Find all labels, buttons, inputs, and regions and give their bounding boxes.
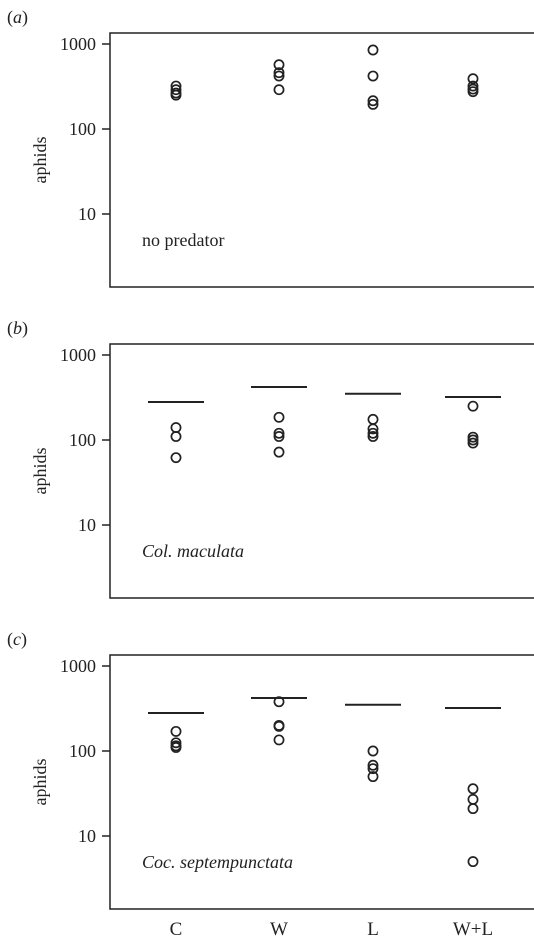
panel-label: (c) bbox=[7, 629, 27, 650]
data-point-W+L bbox=[467, 793, 479, 805]
y-tick-label: 10 bbox=[78, 204, 96, 224]
data-point-W bbox=[273, 431, 285, 442]
data-point-W bbox=[273, 696, 285, 708]
data-point-W+L bbox=[467, 73, 479, 85]
x-tick-label: W bbox=[270, 919, 288, 940]
data-point-W+L bbox=[467, 437, 479, 449]
data-point-C bbox=[170, 422, 182, 434]
x-tick-label: C bbox=[170, 919, 183, 940]
plot-frame bbox=[109, 654, 534, 910]
data-point-W+L bbox=[467, 86, 479, 98]
data-point-L bbox=[367, 431, 379, 442]
data-point-C bbox=[170, 89, 182, 101]
panel-label: (b) bbox=[7, 318, 28, 339]
data-point-L bbox=[367, 759, 379, 771]
panel-annotation: Coc. septempunctata bbox=[142, 852, 293, 872]
y-tick-label: 10 bbox=[78, 826, 96, 846]
data-point-L bbox=[367, 44, 379, 56]
y-tick-label: 10 bbox=[78, 515, 96, 535]
x-tick-label: W+L bbox=[453, 919, 493, 940]
data-point-C bbox=[170, 742, 182, 753]
data-point-W bbox=[273, 84, 285, 96]
data-point-W bbox=[273, 446, 285, 458]
data-point-C bbox=[170, 452, 182, 464]
data-point-L bbox=[367, 427, 379, 439]
data-point-W bbox=[273, 427, 285, 439]
data-point-L bbox=[367, 413, 379, 425]
data-point-L bbox=[367, 98, 379, 110]
panel-label: (a) bbox=[7, 7, 28, 28]
data-point-W bbox=[273, 411, 285, 423]
data-point-L bbox=[367, 771, 379, 783]
data-point-C bbox=[170, 737, 182, 749]
data-point-W bbox=[273, 59, 285, 71]
data-point-W+L bbox=[467, 856, 479, 868]
y-axis-label: aphids bbox=[30, 759, 50, 806]
y-tick-label: 100 bbox=[69, 430, 96, 450]
data-point-L bbox=[367, 763, 379, 775]
data-point-W+L bbox=[467, 80, 479, 92]
plot-frame bbox=[109, 343, 534, 599]
y-tick-label: 1000 bbox=[60, 656, 96, 676]
panel-annotation: no predator bbox=[142, 230, 224, 250]
data-point-W+L bbox=[467, 400, 479, 412]
data-point-W bbox=[273, 70, 285, 82]
data-point-W bbox=[273, 734, 285, 746]
y-tick-label: 1000 bbox=[60, 34, 96, 54]
plot-frame bbox=[109, 32, 534, 288]
data-point-W bbox=[273, 720, 285, 732]
data-point-W bbox=[273, 67, 285, 79]
y-axis-label: aphids bbox=[30, 137, 50, 184]
y-tick-label: 100 bbox=[69, 741, 96, 761]
panel-annotation: Col. maculata bbox=[142, 541, 244, 561]
data-point-W+L bbox=[467, 803, 479, 815]
data-point-W+L bbox=[467, 434, 479, 446]
data-point-L bbox=[367, 70, 379, 82]
data-point-C bbox=[170, 725, 182, 737]
y-tick-label: 1000 bbox=[60, 345, 96, 365]
data-point-W+L bbox=[467, 783, 479, 795]
data-point-L bbox=[367, 95, 379, 107]
x-tick-label: L bbox=[367, 919, 379, 940]
data-point-L bbox=[367, 745, 379, 757]
y-axis-label: aphids bbox=[30, 448, 50, 495]
data-point-C bbox=[170, 84, 182, 96]
data-point-C bbox=[170, 431, 182, 442]
y-tick-label: 100 bbox=[69, 119, 96, 139]
data-point-L bbox=[367, 423, 379, 435]
